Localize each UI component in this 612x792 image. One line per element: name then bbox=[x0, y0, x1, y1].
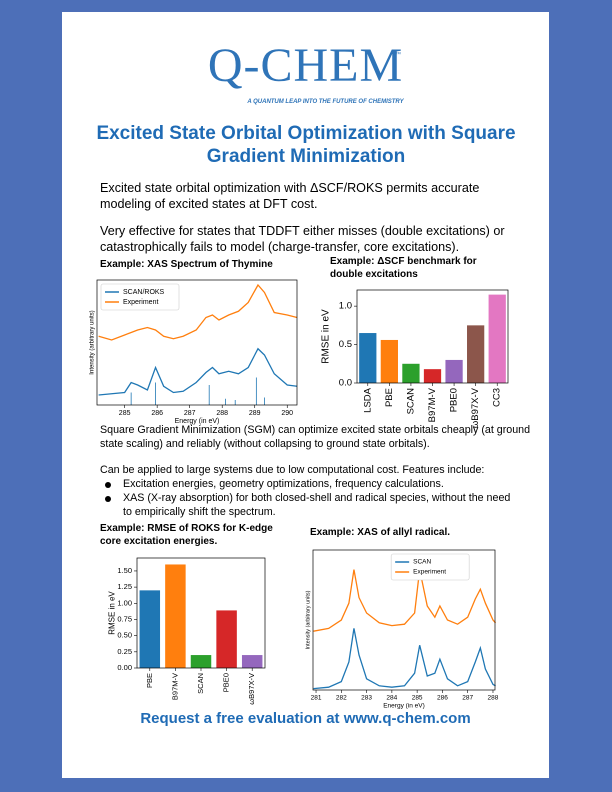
x-tick-label: 286 bbox=[437, 695, 448, 702]
x-tick-label: 286 bbox=[151, 410, 163, 417]
y-axis-label: RMSE in eV bbox=[107, 591, 116, 635]
x-tick-label: ωB97X-V bbox=[470, 387, 481, 428]
x-tick-label: 283 bbox=[361, 695, 372, 702]
x-tick-label: B97M-V bbox=[170, 673, 179, 700]
x-tick-label: 284 bbox=[386, 695, 397, 702]
paragraph: Can be applied to large systems due to l… bbox=[100, 464, 485, 476]
legend-label: SCAN bbox=[413, 559, 431, 566]
plot-frame bbox=[356, 289, 509, 384]
bar bbox=[190, 655, 212, 668]
x-tick-label: 285 bbox=[119, 410, 131, 417]
paragraph: Excited state orbital optimization with … bbox=[100, 181, 480, 211]
y-tick-label: 0.75 bbox=[117, 614, 132, 623]
tagline: A QUANTUM LEAP INTO THE FUTURE OF CHEMIS… bbox=[247, 99, 404, 105]
x-tick-label: 282 bbox=[336, 695, 347, 702]
y-tick-label: 1.50 bbox=[117, 566, 132, 575]
x-tick-label: B97M-V bbox=[427, 387, 438, 422]
y-axis-label: Intensity (arbitrary units) bbox=[90, 310, 96, 374]
x-tick-label: 285 bbox=[412, 695, 423, 702]
bar bbox=[445, 359, 463, 383]
bar bbox=[402, 363, 420, 383]
chart-title: Example: ΔSCF benchmark for double excit… bbox=[330, 256, 477, 280]
y-axis-label: RMSE in eV bbox=[320, 309, 331, 364]
bar bbox=[467, 325, 485, 383]
x-tick-label: PBE0 bbox=[222, 673, 231, 692]
x-tick-label: 288 bbox=[488, 695, 499, 702]
legend-label: Experiment bbox=[413, 569, 446, 576]
x-tick-label: ωB97X-V bbox=[247, 673, 256, 705]
bar bbox=[488, 294, 506, 383]
x-tick-label: PBE0 bbox=[449, 388, 460, 412]
bar bbox=[380, 339, 398, 383]
series-line bbox=[98, 283, 298, 341]
title: Excited State Orbital Optimization with … bbox=[96, 123, 516, 167]
x-axis-label: Energy (in eV) bbox=[383, 703, 425, 710]
bar bbox=[241, 655, 263, 668]
x-axis-label: Energy (in eV) bbox=[175, 418, 220, 425]
bullet-dot bbox=[105, 482, 111, 488]
paragraph: Very effective for states that TDDFT eit… bbox=[100, 224, 505, 254]
x-tick-label: 281 bbox=[311, 695, 322, 702]
bar bbox=[139, 590, 161, 668]
x-tick-label: 287 bbox=[184, 410, 196, 417]
x-tick-label: SCAN bbox=[196, 673, 205, 694]
footer: Request a free evaluation at www.q-chem.… bbox=[140, 710, 471, 727]
y-tick-label: 0.00 bbox=[117, 663, 132, 672]
bullet-text: Excitation energies, geometry optimizati… bbox=[123, 478, 444, 490]
legend-label: Experiment bbox=[123, 299, 158, 306]
plot-frame bbox=[96, 279, 298, 406]
y-tick-label: 1.00 bbox=[117, 598, 132, 607]
bar bbox=[216, 610, 237, 668]
x-tick-label: LSDA bbox=[362, 387, 373, 412]
x-tick-label: SCAN bbox=[405, 388, 416, 415]
paragraph: Square Gradient Minimization (SGM) can o… bbox=[100, 424, 531, 450]
series-line bbox=[98, 347, 298, 396]
x-tick-label: 289 bbox=[249, 410, 261, 417]
bar bbox=[165, 564, 186, 668]
chart-title: Example: XAS Spectrum of Thymine bbox=[100, 259, 273, 270]
y-tick-label: 0.0 bbox=[339, 378, 352, 389]
plot-frame bbox=[136, 557, 266, 669]
x-tick-label: CC3 bbox=[492, 388, 503, 407]
x-tick-label: 290 bbox=[281, 410, 293, 417]
x-tick-label: 288 bbox=[216, 410, 228, 417]
y-tick-label: 0.25 bbox=[117, 647, 132, 656]
y-tick-label: 1.25 bbox=[117, 582, 132, 591]
x-tick-label: PBE bbox=[145, 673, 154, 688]
x-tick-label: 287 bbox=[462, 695, 473, 702]
y-tick-label: 0.5 bbox=[339, 339, 352, 350]
y-tick-label: 0.50 bbox=[117, 631, 132, 640]
logo: Q-CHEM bbox=[207, 39, 404, 92]
trademark: ™ bbox=[395, 52, 401, 58]
legend-label: SCAN/ROKS bbox=[123, 289, 165, 296]
x-tick-label: PBE bbox=[384, 388, 395, 407]
bullet-text: XAS (X-ray absorption) for both closed-s… bbox=[123, 492, 511, 518]
bar bbox=[359, 333, 377, 383]
plot-frame bbox=[312, 549, 496, 691]
bullet-dot bbox=[105, 496, 111, 502]
legend-box bbox=[100, 283, 180, 311]
series-line bbox=[313, 628, 496, 690]
y-axis-label: Intensity (arbitrary units) bbox=[305, 590, 311, 649]
chart-title: Example: RMSE of ROKS for K-edge core ex… bbox=[100, 523, 273, 547]
chart-title: Example: XAS of allyl radical. bbox=[310, 527, 451, 538]
bullet-item: XAS (X-ray absorption) for both closed-s… bbox=[100, 492, 520, 519]
legend-box bbox=[390, 553, 470, 581]
y-tick-label: 1.0 bbox=[339, 301, 352, 312]
bullet-item: Excitation energies, geometry optimizati… bbox=[100, 478, 520, 492]
bar bbox=[423, 369, 442, 383]
